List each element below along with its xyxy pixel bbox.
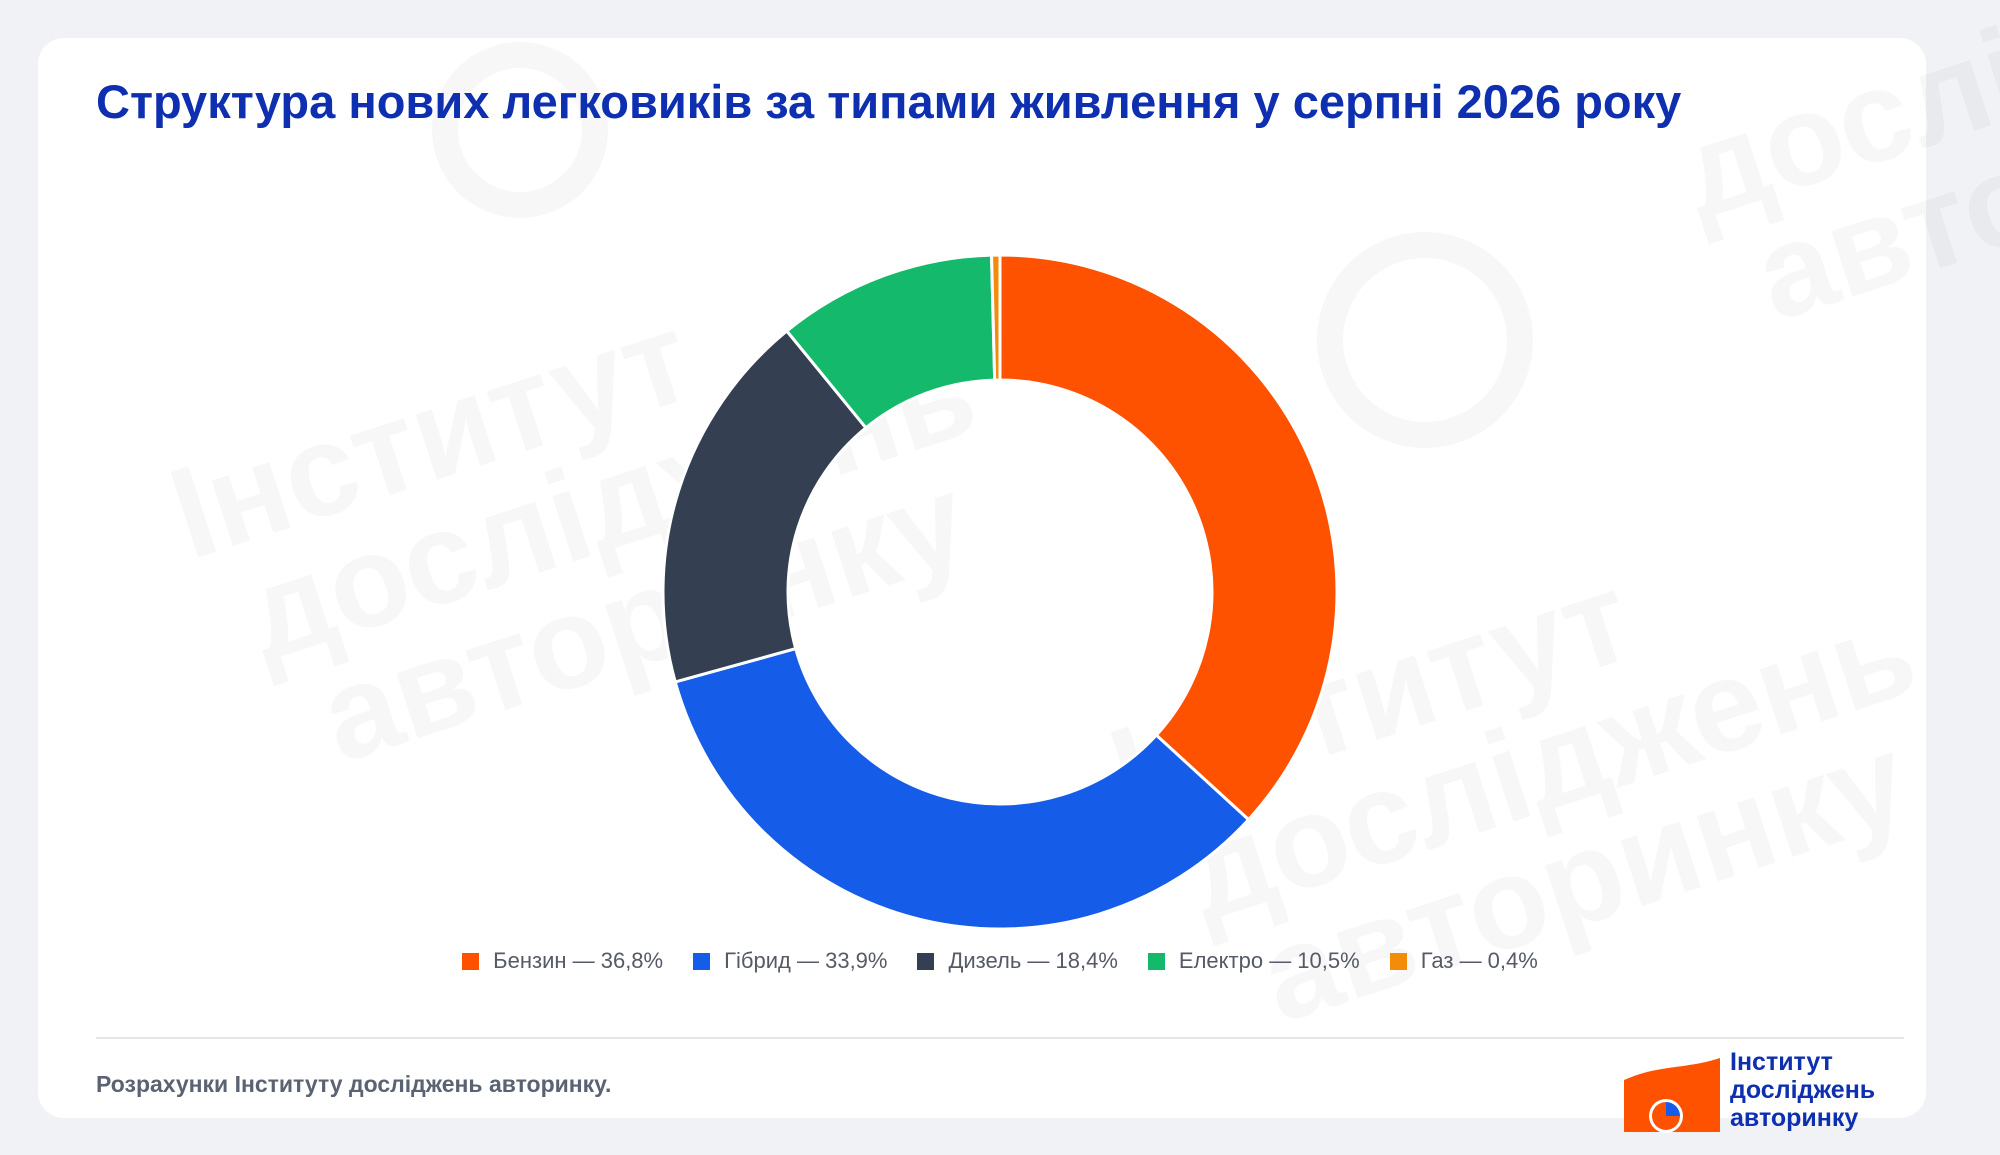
- legend-label-1: Гібрид — 33,9%: [724, 948, 888, 973]
- legend-label-4: Газ — 0,4%: [1420, 948, 1538, 973]
- legend-label-3: Електро — 10,5%: [1178, 948, 1360, 973]
- institute-logo: Інститут досліджень авторинку: [1620, 1048, 1920, 1138]
- legend-swatch-3: [1147, 952, 1165, 970]
- legend-item-0[interactable]: Бензин — 36,8%: [462, 948, 663, 974]
- chart-title: Структура нових легковиків за типами жив…: [96, 75, 1682, 128]
- legend-item-4[interactable]: Газ — 0,4%: [1389, 948, 1538, 974]
- donut-slice-2[interactable]: [661, 328, 869, 684]
- logo-line-1: Інститут: [1730, 1048, 1833, 1076]
- legend-swatch-4: [1389, 952, 1407, 970]
- logo-flag-icon: [1624, 1058, 1720, 1133]
- legend-label-2: Дизель — 18,4%: [948, 948, 1118, 973]
- legend-item-3[interactable]: Електро — 10,5%: [1147, 948, 1360, 974]
- donut-slice-1[interactable]: [673, 646, 1251, 931]
- logo-line-2: досліджень: [1730, 1076, 1876, 1104]
- legend-item-2[interactable]: Дизель — 18,4%: [917, 948, 1118, 974]
- legend-label-0: Бензин — 36,8%: [493, 948, 664, 973]
- legend-swatch-0: [462, 952, 480, 970]
- chart-legend: Бензин — 36,8% Гібрид — 33,9% Дизель — 18,…: [0, 948, 2000, 974]
- logo-text: Інститут досліджень авторинку: [1730, 1048, 1875, 1132]
- footer-divider: [96, 1037, 1904, 1039]
- legend-item-1[interactable]: Гібрид — 33,9%: [693, 948, 887, 974]
- donut-slice-4[interactable]: [989, 253, 1002, 382]
- donut-slice-0[interactable]: [998, 253, 1339, 822]
- logo-line-3: авторинку: [1730, 1104, 1859, 1132]
- legend-swatch-1: [693, 952, 711, 970]
- chart-card: [38, 38, 1926, 1118]
- source-note: Розрахунки Інституту досліджень авторинк…: [96, 1071, 612, 1097]
- legend-swatch-2: [917, 952, 935, 970]
